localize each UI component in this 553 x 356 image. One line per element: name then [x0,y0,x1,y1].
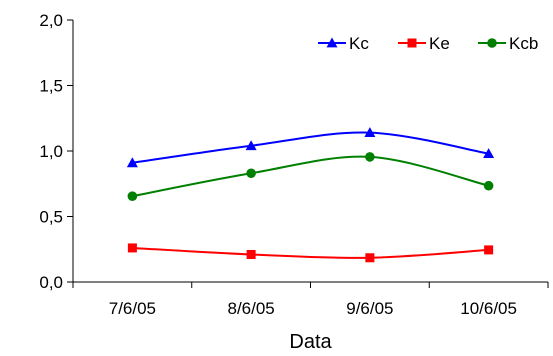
chart-axes: 0,0 0,5 1,0 1,5 2,0 7/6/05 8/6/05 9/6/05 10/6/05 [39,11,549,318]
y-tick-label: 0,5 [39,208,63,227]
series-kcb-point [127,191,138,201]
y-tick-label: 1,5 [39,77,63,96]
x-tick-label: 7/6/05 [109,299,156,318]
x-axis-title: Data [289,331,332,353]
legend-kc-marker [326,37,338,48]
x-tick-label: 8/6/05 [227,299,274,318]
series-kcb-point [365,152,375,162]
legend-kc-label: Kc [349,34,369,53]
y-tick-label: 2,0 [39,11,63,30]
legend-ke-marker [407,38,417,48]
legend: Kc Ke Kcb [318,34,538,53]
series-kc-line [132,131,489,164]
series-kc [126,127,495,168]
series-ke-point [127,243,137,253]
series-layer [126,127,495,263]
series-ke [127,243,494,263]
legend-item-ke: Ke [398,34,450,53]
legend-kcb-label: Kcb [509,34,538,53]
x-tick-label: 10/6/05 [460,299,517,318]
x-tick-label: 9/6/05 [346,299,393,318]
series-kcb-line [132,155,489,198]
series-ke-point [365,253,375,263]
legend-item-kcb: Kcb [478,34,538,53]
series-kc-point [483,148,495,159]
series-kc-point [245,140,257,151]
series-ke-point [246,249,256,259]
legend-kcb-marker [487,38,497,48]
series-ke-point [484,245,494,255]
y-tick-label: 1,0 [39,142,63,161]
series-kc-point [364,127,376,138]
legend-ke-label: Ke [429,34,450,53]
series-ke-line [132,246,489,259]
y-tick-label: 0,0 [39,273,63,292]
series-kcb-point [483,180,494,191]
series-kcb-point [246,168,256,179]
series-kc-point [126,157,138,168]
legend-item-kc: Kc [318,34,369,53]
series-kcb [127,152,494,201]
